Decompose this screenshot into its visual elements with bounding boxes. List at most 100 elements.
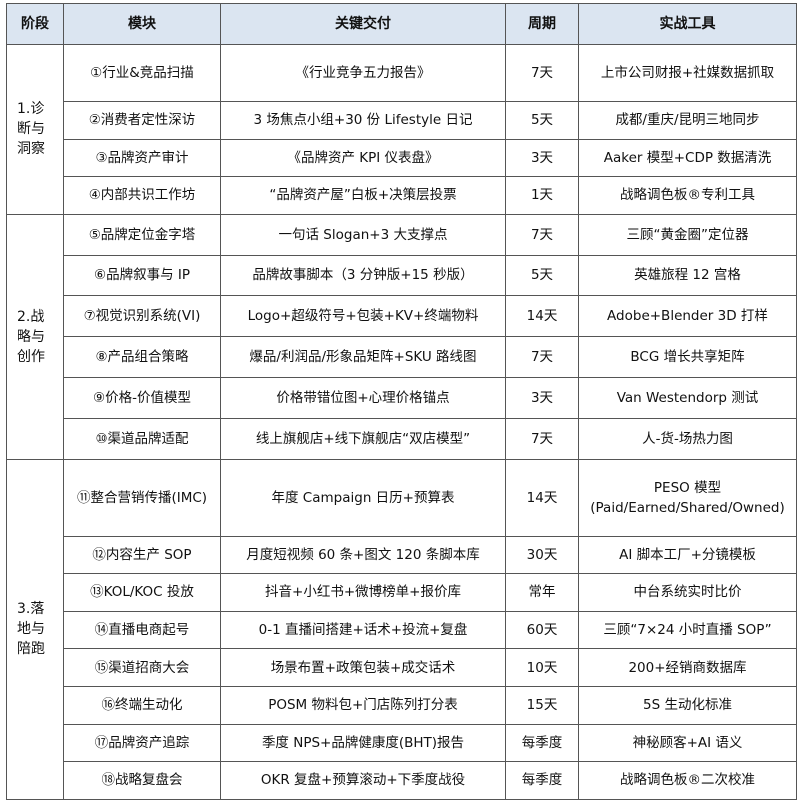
tool-cell: 神秘顾客+AI 语义 bbox=[578, 723, 797, 763]
stage-cell: 3.落地与陪跑 bbox=[6, 458, 64, 800]
deliverable-cell: 价格带错位图+心理价格锚点 bbox=[220, 376, 506, 419]
period-cell: 7天 bbox=[505, 44, 579, 102]
period-cell: 14天 bbox=[505, 295, 579, 338]
deliverable-cell: 月度短视频 60 条+图文 120 条脚本库 bbox=[220, 535, 506, 575]
module-cell: ⑦视觉识别系统(VI) bbox=[63, 295, 221, 338]
deliverable-cell: 场景布置+政策包装+成交话术 bbox=[220, 648, 506, 687]
period-cell: 15天 bbox=[505, 685, 579, 725]
deliverable-cell: Logo+超级符号+包装+KV+终端物料 bbox=[220, 295, 506, 338]
deliverable-cell: OKR 复盘+预算滚动+下季度战役 bbox=[220, 761, 506, 800]
table-row: 3.落地与陪跑 ⑪整合营销传播(IMC) 年度 Campaign 日历+预算表 14天… bbox=[6, 458, 797, 800]
module-cell: ⑰品牌资产追踪 bbox=[63, 723, 221, 763]
table-row: ⑮渠道招商大会 场景布置+政策包装+成交话术 10天 200+经销商数据库 bbox=[7, 648, 797, 687]
module-cell: ⑨价格-价值模型 bbox=[63, 376, 221, 419]
tool-cell: 成都/重庆/昆明三地同步 bbox=[578, 101, 797, 140]
period-cell: 5天 bbox=[505, 101, 579, 140]
deliverable-cell: 3 场焦点小组+30 份 Lifestyle 日记 bbox=[220, 101, 506, 140]
tool-cell: PESO 模型(Paid/Earned/Shared/Owned) bbox=[578, 458, 797, 537]
header-module: 模块 bbox=[63, 3, 221, 45]
deliverable-cell: 季度 NPS+品牌健康度(BHT)报告 bbox=[220, 723, 506, 763]
module-cell: ⑮渠道招商大会 bbox=[63, 648, 221, 687]
table-row: ⑨价格-价值模型 价格带错位图+心理价格锚点 3天 Van Westendorp 测试 bbox=[7, 376, 797, 419]
deliverable-cell: 一句话 Slogan+3 大支撑点 bbox=[220, 213, 506, 256]
table-row: ④内部共识工作坊 “品牌资产屋”白板+决策层投票 1天 战略调色板®专利工具 bbox=[7, 176, 797, 215]
header-deliverable: 关键交付 bbox=[220, 3, 506, 45]
period-cell: 7天 bbox=[505, 336, 579, 378]
table-row: ⑩渠道品牌适配 线上旗舰店+线下旗舰店“双店模型” 7天 人-货-场热力图 bbox=[7, 417, 797, 460]
tool-cell: 三顾“7×24 小时直播 SOP” bbox=[578, 610, 797, 650]
tool-cell: 上市公司财报+社媒数据抓取 bbox=[578, 44, 797, 102]
tool-cell: 中台系统实时比价 bbox=[578, 573, 797, 612]
deliverable-cell: POSM 物料包+门店陈列打分表 bbox=[220, 685, 506, 725]
tool-cell: Van Westendorp 测试 bbox=[578, 376, 797, 419]
tool-cell: 战略调色板®二次校准 bbox=[578, 761, 797, 800]
module-cell: ⑧产品组合策略 bbox=[63, 336, 221, 378]
module-cell: ②消费者定性深访 bbox=[63, 101, 221, 140]
tool-cell: Adobe+Blender 3D 打样 bbox=[578, 295, 797, 338]
period-cell: 7天 bbox=[505, 213, 579, 256]
deliverable-cell: 年度 Campaign 日历+预算表 bbox=[220, 458, 506, 537]
table-row: ⑥品牌叙事与 IP 品牌故事脚本（3 分钟版+15 秒版） 5天 英雄旅程 12 宫格 bbox=[7, 254, 797, 297]
table-row: ⑯终端生动化 POSM 物料包+门店陈列打分表 15天 5S 生动化标准 bbox=[7, 685, 797, 725]
module-cell: ⑱战略复盘会 bbox=[63, 761, 221, 800]
table-row: ⑰品牌资产追踪 季度 NPS+品牌健康度(BHT)报告 每季度 神秘顾客+AI 语义 bbox=[7, 723, 797, 763]
period-cell: 14天 bbox=[505, 458, 579, 537]
table-row: ③品牌资产审计 《品牌资产 KPI 仪表盘》 3天 Aaker 模型+CDP 数据清洗 bbox=[7, 138, 797, 178]
period-cell: 每季度 bbox=[505, 761, 579, 800]
stage-cell: 1.诊断与洞察 bbox=[6, 44, 64, 215]
table-row: ⑬KOL/KOC 投放 抖音+小红书+微博榜单+报价库 常年 中台系统实时比价 bbox=[7, 573, 797, 612]
deliverable-cell: 抖音+小红书+微博榜单+报价库 bbox=[220, 573, 506, 612]
period-cell: 5天 bbox=[505, 254, 579, 297]
deliverable-cell: “品牌资产屋”白板+决策层投票 bbox=[220, 176, 506, 215]
module-cell: ⑭直播电商起号 bbox=[63, 610, 221, 650]
module-cell: ⑤品牌定位金字塔 bbox=[63, 213, 221, 256]
module-cell: ④内部共识工作坊 bbox=[63, 176, 221, 215]
table-row: ⑫内容生产 SOP 月度短视频 60 条+图文 120 条脚本库 30天 AI 脚本工… bbox=[7, 535, 797, 575]
plan-table: 阶段 模块 关键交付 周期 实战工具 1.诊断与洞察 ①行业&竞品扫描 《行业竞争五… bbox=[6, 3, 797, 800]
header-stage: 阶段 bbox=[6, 3, 64, 45]
period-cell: 60天 bbox=[505, 610, 579, 650]
module-cell: ⑪整合营销传播(IMC) bbox=[63, 458, 221, 537]
tool-cell: BCG 增长共享矩阵 bbox=[578, 336, 797, 378]
table-row: ⑧产品组合策略 爆品/利润品/形象品矩阵+SKU 路线图 7天 BCG 增长共享矩阵 bbox=[7, 336, 797, 378]
period-cell: 10天 bbox=[505, 648, 579, 687]
period-cell: 每季度 bbox=[505, 723, 579, 763]
module-cell: ①行业&竞品扫描 bbox=[63, 44, 221, 102]
header-tool: 实战工具 bbox=[578, 3, 797, 45]
module-cell: ⑥品牌叙事与 IP bbox=[63, 254, 221, 297]
tool-cell: 英雄旅程 12 宫格 bbox=[578, 254, 797, 297]
tool-cell: 5S 生动化标准 bbox=[578, 685, 797, 725]
module-cell: ⑩渠道品牌适配 bbox=[63, 417, 221, 460]
tool-cell: Aaker 模型+CDP 数据清洗 bbox=[578, 138, 797, 178]
table-row: ⑭直播电商起号 0-1 直播间搭建+话术+投流+复盘 60天 三顾“7×24 小时直播… bbox=[7, 610, 797, 650]
tool-cell: 人-货-场热力图 bbox=[578, 417, 797, 460]
module-cell: ③品牌资产审计 bbox=[63, 138, 221, 178]
table-row: ⑱战略复盘会 OKR 复盘+预算滚动+下季度战役 每季度 战略调色板®二次校准 bbox=[7, 761, 797, 800]
deliverable-cell: 《行业竞争五力报告》 bbox=[220, 44, 506, 102]
tool-cell: AI 脚本工厂+分镜模板 bbox=[578, 535, 797, 575]
period-cell: 3天 bbox=[505, 138, 579, 178]
deliverable-cell: 《品牌资产 KPI 仪表盘》 bbox=[220, 138, 506, 178]
module-cell: ⑫内容生产 SOP bbox=[63, 535, 221, 575]
table-row: ②消费者定性深访 3 场焦点小组+30 份 Lifestyle 日记 5天 成都/重庆… bbox=[7, 101, 797, 140]
table-row: 1.诊断与洞察 ①行业&竞品扫描 《行业竞争五力报告》 7天 上市公司财报+社媒数据抓取 bbox=[6, 44, 797, 215]
table-row: 2.战略与创作 ⑤品牌定位金字塔 一句话 Slogan+3 大支撑点 7天 三顾“黄金圈… bbox=[6, 213, 797, 460]
module-cell: ⑯终端生动化 bbox=[63, 685, 221, 725]
header-period: 周期 bbox=[505, 3, 579, 45]
table-row: ⑦视觉识别系统(VI) Logo+超级符号+包装+KV+终端物料 14天 Adobe+… bbox=[7, 295, 797, 338]
tool-cell: 战略调色板®专利工具 bbox=[578, 176, 797, 215]
period-cell: 常年 bbox=[505, 573, 579, 612]
period-cell: 3天 bbox=[505, 376, 579, 419]
period-cell: 7天 bbox=[505, 417, 579, 460]
header-row: 阶段 模块 关键交付 周期 实战工具 bbox=[6, 3, 797, 45]
deliverable-cell: 爆品/利润品/形象品矩阵+SKU 路线图 bbox=[220, 336, 506, 378]
deliverable-cell: 0-1 直播间搭建+话术+投流+复盘 bbox=[220, 610, 506, 650]
deliverable-cell: 品牌故事脚本（3 分钟版+15 秒版） bbox=[220, 254, 506, 297]
tool-cell: 200+经销商数据库 bbox=[578, 648, 797, 687]
module-cell: ⑬KOL/KOC 投放 bbox=[63, 573, 221, 612]
period-cell: 1天 bbox=[505, 176, 579, 215]
deliverable-cell: 线上旗舰店+线下旗舰店“双店模型” bbox=[220, 417, 506, 460]
tool-cell: 三顾“黄金圈”定位器 bbox=[578, 213, 797, 256]
stage-cell: 2.战略与创作 bbox=[6, 213, 64, 460]
period-cell: 30天 bbox=[505, 535, 579, 575]
